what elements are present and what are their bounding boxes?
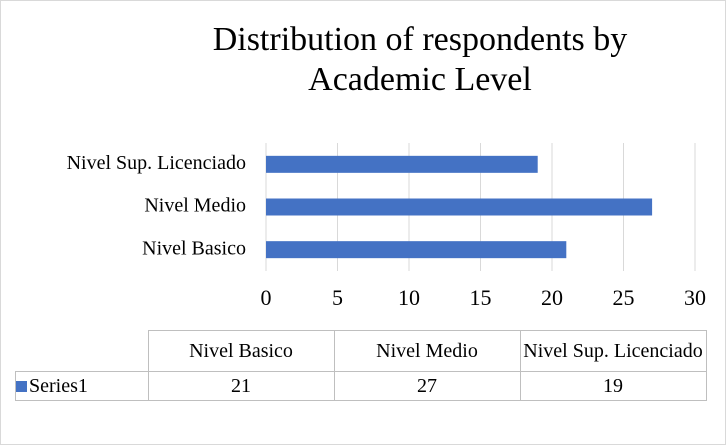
legend-swatch — [16, 380, 27, 392]
table-corner — [16, 331, 149, 372]
table-header-cell: Nivel Medio — [333, 330, 521, 372]
table-header-cell: Nivel Basico — [147, 330, 335, 372]
table-value-cell: 27 — [333, 371, 521, 401]
x-tick-label: 15 — [470, 285, 492, 310]
x-tick-label: 30 — [684, 285, 706, 310]
legend-label: Series1 — [29, 374, 88, 397]
chart: Distribution of respondents by Academic … — [67, 21, 706, 310]
table-value-cell: 19 — [519, 371, 707, 401]
x-tick-label: 10 — [398, 285, 420, 310]
table-header-cell: Nivel Sup. Licenciado — [519, 330, 707, 372]
bar — [266, 198, 653, 216]
data-table: Nivel Basico Nivel Medio Nivel Sup. Licenc… — [15, 330, 707, 401]
chart-title: Distribution of respondents by Academic … — [212, 21, 628, 98]
x-tick-label: 5 — [332, 285, 343, 310]
table-row: Series1 21 27 19 — [15, 371, 707, 401]
table-header-row: Nivel Basico Nivel Medio Nivel Sup. Licenc… — [16, 330, 707, 372]
x-tick-label: 0 — [261, 285, 272, 310]
y-tick-label: Nivel Basico — [142, 237, 246, 259]
table-value-cell: 21 — [147, 371, 335, 401]
bar — [266, 155, 538, 173]
table-legend-cell: Series1 — [15, 371, 149, 401]
x-tick-label: 20 — [541, 285, 563, 310]
y-tick-label: Nivel Medio — [144, 195, 246, 217]
x-tick-label: 25 — [613, 285, 635, 310]
bar — [266, 241, 567, 259]
y-tick-label: Nivel Sup. Licenciado — [67, 152, 246, 174]
title-box: Distribution of respondents by Academic … — [212, 21, 628, 98]
